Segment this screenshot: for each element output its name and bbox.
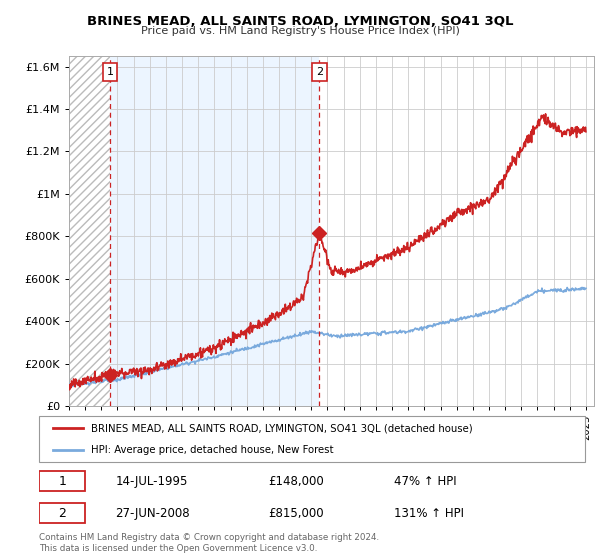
Text: 1: 1 (59, 474, 67, 488)
Text: Price paid vs. HM Land Registry's House Price Index (HPI): Price paid vs. HM Land Registry's House … (140, 26, 460, 36)
Text: Contains HM Land Registry data © Crown copyright and database right 2024.
This d: Contains HM Land Registry data © Crown c… (39, 533, 379, 553)
Text: 2: 2 (59, 507, 67, 520)
Text: 47% ↑ HPI: 47% ↑ HPI (394, 474, 457, 488)
Text: BRINES MEAD, ALL SAINTS ROAD, LYMINGTON, SO41 3QL: BRINES MEAD, ALL SAINTS ROAD, LYMINGTON,… (87, 15, 513, 28)
Text: 14-JUL-1995: 14-JUL-1995 (115, 474, 188, 488)
FancyBboxPatch shape (39, 503, 85, 524)
Text: 1: 1 (107, 67, 113, 77)
Text: £148,000: £148,000 (268, 474, 324, 488)
Text: 27-JUN-2008: 27-JUN-2008 (115, 507, 190, 520)
Text: 2: 2 (316, 67, 323, 77)
Text: 131% ↑ HPI: 131% ↑ HPI (394, 507, 464, 520)
Text: HPI: Average price, detached house, New Forest: HPI: Average price, detached house, New … (91, 445, 334, 455)
Text: BRINES MEAD, ALL SAINTS ROAD, LYMINGTON, SO41 3QL (detached house): BRINES MEAD, ALL SAINTS ROAD, LYMINGTON,… (91, 423, 473, 433)
Text: £815,000: £815,000 (268, 507, 324, 520)
FancyBboxPatch shape (39, 416, 585, 462)
FancyBboxPatch shape (39, 471, 85, 491)
